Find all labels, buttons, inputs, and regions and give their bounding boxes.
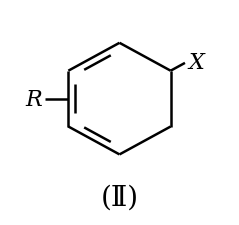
Text: (Ⅱ): (Ⅱ) [100,184,139,210]
Text: R: R [26,88,42,110]
Text: X: X [189,52,204,73]
